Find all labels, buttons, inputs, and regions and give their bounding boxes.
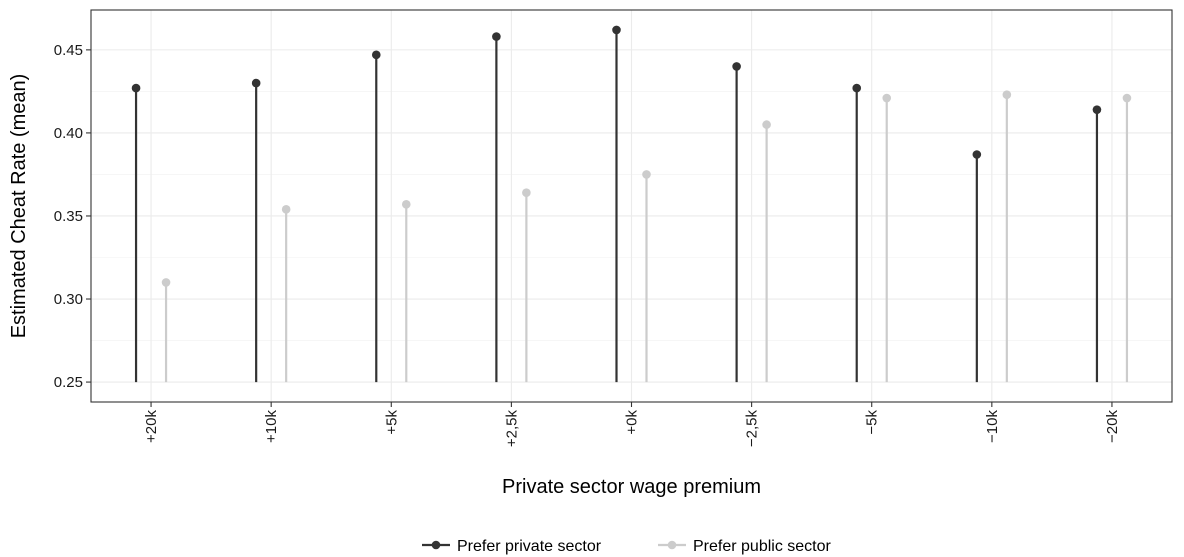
point-0-2 <box>371 50 381 60</box>
point-1-1 <box>281 205 291 214</box>
grid-lines <box>91 10 1172 402</box>
point-1-7 <box>1002 90 1012 100</box>
legend-key-point-public <box>667 540 677 550</box>
point-0-4 <box>612 25 621 35</box>
points <box>131 25 1132 287</box>
x-axis-title: Private sector wage premium <box>502 476 761 498</box>
x-tick-label: −10k <box>984 410 1001 443</box>
legend-label-public: Prefer public sector <box>693 538 832 555</box>
stems <box>134 29 1129 383</box>
y-tick-label: 0.35 <box>54 208 83 225</box>
legend-label-private: Prefer private sector <box>457 538 602 555</box>
x-tick-label: +10k <box>263 410 280 443</box>
point-0-7 <box>972 150 982 159</box>
point-1-8 <box>1122 93 1132 103</box>
point-0-3 <box>492 32 501 41</box>
x-tick-label: +2,5k <box>503 410 520 448</box>
x-tick-label: −5k <box>864 410 881 435</box>
y-axis-ticks: 0.25 0.30 0.35 0.40 0.45 <box>54 42 91 391</box>
point-0-8 <box>1092 105 1102 114</box>
y-tick-label: 0.45 <box>54 42 83 59</box>
y-axis-title: Estimated Cheat Rate (mean) <box>8 74 30 339</box>
x-tick-label: −20k <box>1104 410 1121 443</box>
x-tick-label: −2,5k <box>744 410 761 448</box>
point-0-0 <box>131 83 141 93</box>
x-tick-label: +20k <box>143 410 160 443</box>
x-tick-label: +0k <box>624 410 641 435</box>
point-1-3 <box>522 188 531 198</box>
y-tick-label: 0.30 <box>54 291 83 308</box>
y-tick-label: 0.25 <box>54 374 83 391</box>
point-1-4 <box>642 170 651 179</box>
legend-item-public: Prefer public sector <box>658 538 832 555</box>
point-0-1 <box>251 78 261 88</box>
point-1-5 <box>762 120 771 129</box>
legend-key-point-private <box>431 540 441 550</box>
point-0-6 <box>852 83 862 93</box>
legend-item-private: Prefer private sector <box>422 538 602 555</box>
x-tick-label: +5k <box>383 410 400 435</box>
legend: Prefer private sector Prefer public sect… <box>422 538 832 555</box>
point-1-2 <box>401 200 411 209</box>
point-0-5 <box>732 62 741 71</box>
x-axis-ticks: +20k +10k +5k +2,5k +0k −2,5k −5k −10k −20k <box>143 402 1121 447</box>
point-1-6 <box>882 93 892 103</box>
y-tick-label: 0.40 <box>54 125 83 142</box>
point-1-0 <box>161 278 171 287</box>
